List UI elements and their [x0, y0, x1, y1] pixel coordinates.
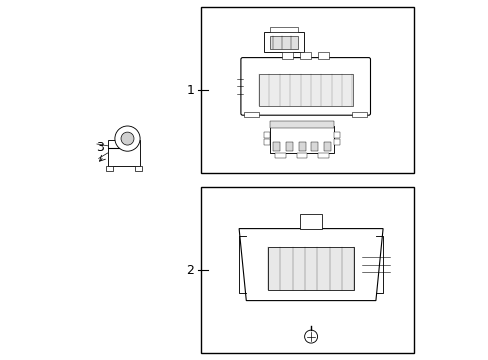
Bar [107, 140, 140, 166]
Bar [318, 153, 328, 158]
Bar [106, 166, 113, 171]
Bar [334, 132, 339, 138]
Circle shape [115, 126, 140, 151]
Bar [264, 132, 269, 138]
Bar [134, 166, 142, 171]
Bar [269, 121, 334, 128]
Bar [296, 153, 307, 158]
Bar [264, 32, 303, 52]
Bar [282, 52, 292, 59]
Text: 2: 2 [186, 264, 194, 276]
Bar [244, 112, 258, 117]
Bar [269, 126, 334, 153]
Bar [273, 142, 280, 151]
Bar [310, 142, 318, 151]
Bar [300, 214, 321, 229]
Bar [318, 52, 328, 59]
Bar [352, 112, 366, 117]
Bar [201, 187, 413, 353]
Bar [298, 142, 305, 151]
Bar [201, 7, 413, 173]
Bar [275, 153, 285, 158]
Text: 3: 3 [96, 141, 104, 154]
Bar [323, 142, 330, 151]
Bar [267, 247, 354, 290]
Bar [258, 74, 352, 106]
Bar [269, 36, 298, 49]
Polygon shape [239, 229, 382, 301]
Circle shape [304, 330, 317, 343]
Text: 1: 1 [186, 84, 194, 96]
FancyBboxPatch shape [241, 58, 370, 115]
Circle shape [121, 132, 134, 145]
Bar [334, 139, 339, 145]
Bar [269, 27, 298, 32]
Bar [300, 52, 310, 59]
Bar [285, 142, 292, 151]
Bar [264, 139, 269, 145]
